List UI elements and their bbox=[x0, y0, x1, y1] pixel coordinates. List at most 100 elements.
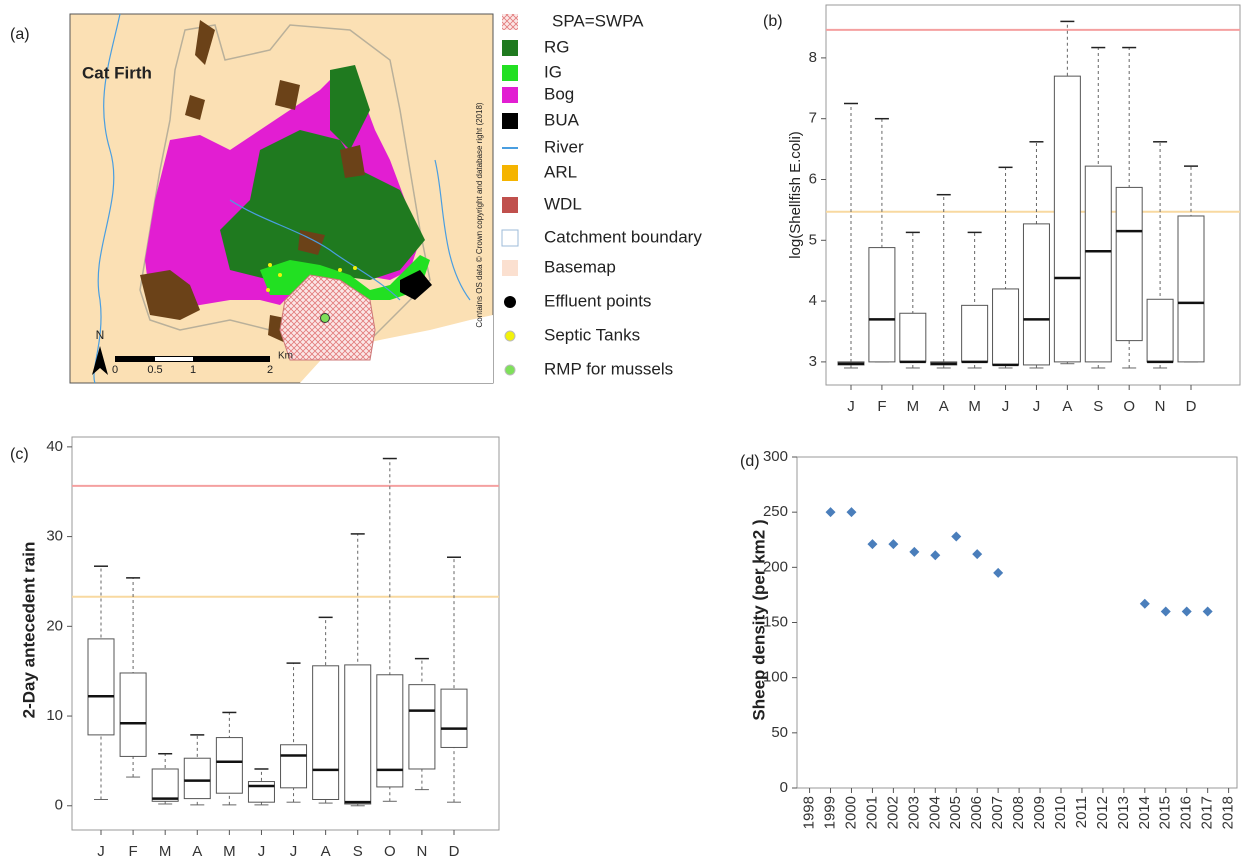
legend-swatch bbox=[502, 197, 518, 213]
box bbox=[247, 781, 275, 803]
x-tick-label: 2010 bbox=[1052, 796, 1069, 829]
x-tick-label: M bbox=[159, 843, 172, 857]
plot-frame bbox=[796, 456, 1238, 789]
legend-label: Catchment boundary bbox=[544, 227, 702, 246]
north-arrow bbox=[92, 346, 108, 375]
legend-swatch bbox=[501, 229, 519, 247]
y-axis-label: log(Shellfish E.coli) bbox=[787, 131, 804, 259]
legend-label: WDL bbox=[544, 194, 582, 213]
y-tick-label: 10 bbox=[46, 707, 63, 724]
plot-frame bbox=[71, 436, 500, 831]
woodland bbox=[185, 20, 365, 345]
y-tick-label: 250 bbox=[763, 503, 788, 520]
x-tick-label: J bbox=[1033, 398, 1041, 415]
y-tick-label: 8 bbox=[809, 49, 817, 66]
legend-swatch bbox=[504, 364, 516, 376]
y-tick-label: 5 bbox=[809, 231, 817, 248]
point bbox=[1202, 606, 1213, 617]
y-axis-label: 2-Day antecedent rain bbox=[19, 542, 38, 719]
septic-tank bbox=[268, 263, 272, 267]
x-tick-label: 2018 bbox=[1220, 796, 1237, 829]
x-tick-label: A bbox=[1062, 398, 1072, 415]
river bbox=[434, 159, 471, 301]
x-tick-label: N bbox=[416, 843, 427, 857]
y-tick-label: 50 bbox=[771, 724, 788, 741]
scale-label: 0.5 bbox=[147, 364, 162, 376]
legend-label: Septic Tanks bbox=[544, 325, 640, 344]
x-tick-label: 2008 bbox=[1010, 796, 1027, 829]
box bbox=[1146, 298, 1174, 363]
x-tick-label: M bbox=[907, 398, 920, 415]
y-tick-label: 150 bbox=[763, 613, 788, 630]
x-tick-label: 2007 bbox=[989, 796, 1006, 829]
x-tick-label: J bbox=[258, 843, 266, 857]
legend-label: River bbox=[544, 137, 584, 156]
x-tick-label: J bbox=[97, 843, 105, 857]
legend-label: SPA=SWPA bbox=[552, 11, 644, 30]
sea bbox=[300, 315, 493, 383]
box bbox=[440, 688, 468, 748]
copyright: Contains OS data © Crown copyright and d… bbox=[475, 102, 484, 327]
septic-tank bbox=[278, 273, 282, 277]
x-tick-label: 2011 bbox=[1073, 796, 1090, 828]
legend-label: BUA bbox=[544, 110, 580, 129]
point bbox=[888, 539, 899, 550]
x-tick-label: 1999 bbox=[821, 796, 838, 829]
legend-label: IG bbox=[544, 62, 562, 81]
legend-label: Bog bbox=[544, 84, 574, 103]
legend-swatch bbox=[502, 113, 518, 129]
box bbox=[1115, 186, 1143, 342]
legend-swatch bbox=[502, 165, 518, 181]
septic-tank bbox=[266, 288, 270, 292]
x-tick-label: D bbox=[1186, 398, 1197, 415]
x-tick-label: 2016 bbox=[1178, 796, 1195, 829]
map: N 0 0.5 1 2 Km Cat Firth Contains OS dat… bbox=[69, 13, 494, 384]
box bbox=[151, 768, 179, 802]
rmp-point bbox=[320, 313, 330, 323]
panel-label: (a) bbox=[10, 26, 30, 43]
y-tick-label: 40 bbox=[46, 438, 63, 455]
x-tick-label: 2005 bbox=[947, 796, 964, 829]
x-tick-label: 2004 bbox=[926, 796, 943, 829]
box bbox=[376, 674, 404, 788]
legend-label: ARL bbox=[544, 162, 577, 181]
x-tick-label: 2012 bbox=[1094, 796, 1111, 829]
y-axis-label: Sheep density (per km2 ) bbox=[749, 519, 768, 720]
rg-area bbox=[220, 130, 425, 290]
x-tick-label: O bbox=[384, 843, 396, 857]
x-tick-label: D bbox=[449, 843, 460, 857]
rg-area bbox=[330, 65, 370, 150]
x-tick-label: N bbox=[1155, 398, 1166, 415]
x-tick-label: 2015 bbox=[1157, 796, 1174, 829]
y-tick-label: 3 bbox=[809, 353, 817, 370]
x-tick-label: J bbox=[290, 843, 298, 857]
point bbox=[867, 539, 878, 550]
scale-label: 1 bbox=[190, 364, 196, 376]
legend-label: Effluent points bbox=[544, 291, 651, 310]
y-tick-label: 0 bbox=[780, 779, 788, 796]
box bbox=[215, 737, 243, 794]
legend-label: RG bbox=[544, 37, 570, 56]
septic-tank bbox=[338, 268, 342, 272]
legend-swatch bbox=[502, 14, 518, 30]
x-tick-label: A bbox=[192, 843, 202, 857]
x-tick-label: 2017 bbox=[1199, 796, 1216, 829]
box bbox=[183, 757, 211, 800]
north-label: N bbox=[96, 328, 105, 342]
point bbox=[951, 531, 962, 542]
box bbox=[87, 638, 115, 736]
legend-swatch bbox=[502, 260, 518, 276]
point bbox=[909, 546, 920, 557]
point bbox=[825, 507, 836, 518]
y-tick-label: 7 bbox=[809, 110, 817, 127]
x-tick-label: A bbox=[321, 843, 331, 857]
box bbox=[961, 304, 989, 363]
legend-label: RMP for mussels bbox=[544, 359, 673, 378]
x-tick-label: A bbox=[939, 398, 949, 415]
river bbox=[93, 13, 121, 384]
box bbox=[408, 684, 436, 770]
box bbox=[1022, 223, 1050, 366]
x-tick-label: 2014 bbox=[1136, 796, 1153, 829]
legend-swatch bbox=[504, 330, 516, 342]
